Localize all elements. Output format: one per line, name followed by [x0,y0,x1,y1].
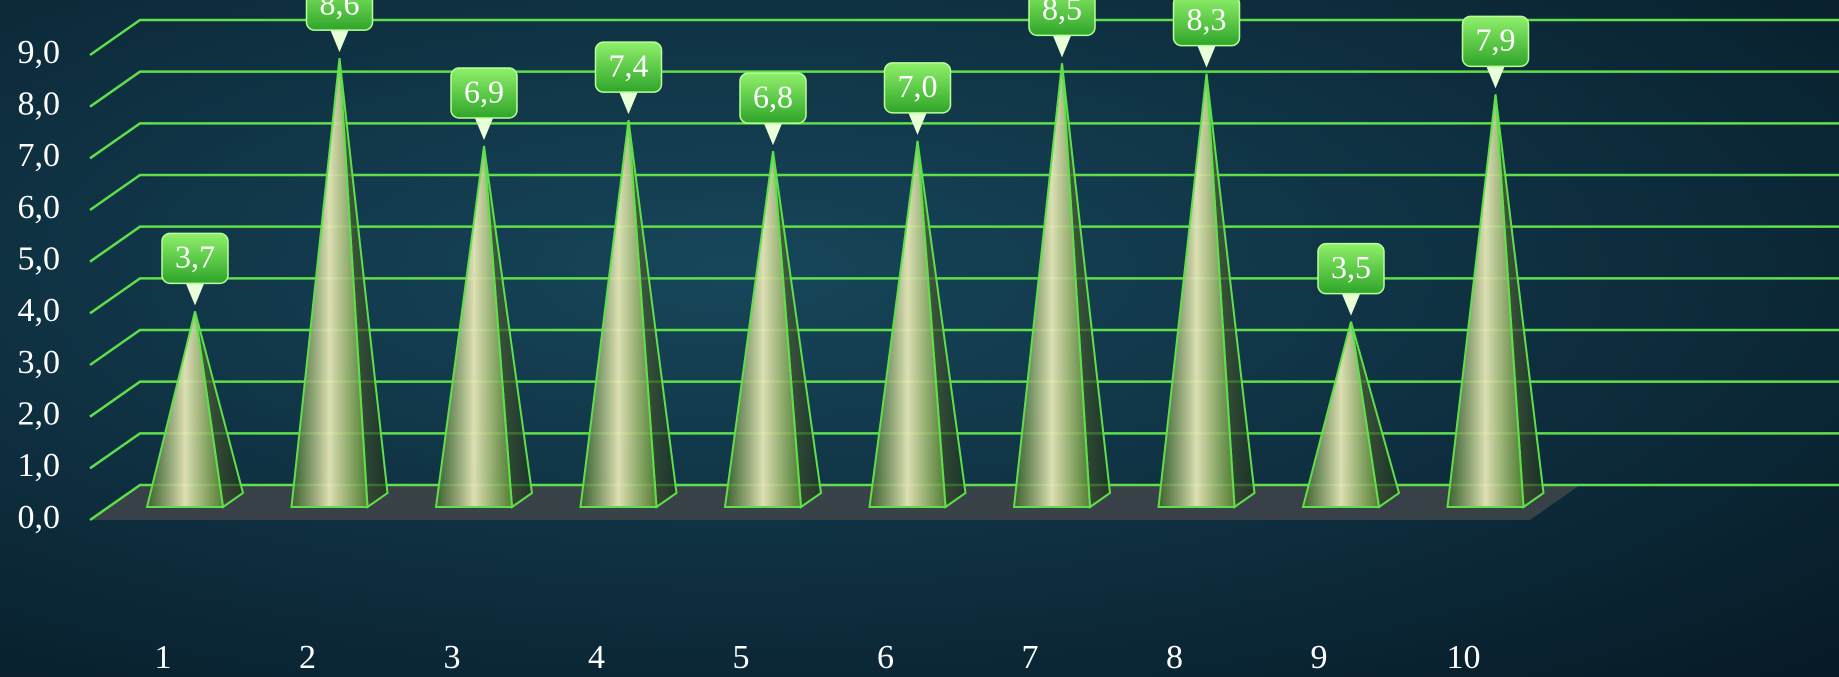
y-tick-label: 8,0 [18,85,61,122]
x-tick-label: 4 [588,639,605,676]
y-tick-label: 7,0 [18,137,61,174]
y-tick-label: 5,0 [18,240,61,277]
value-label: 7,4 [609,48,649,84]
value-label: 3,7 [175,239,215,275]
x-tick-label: 1 [155,639,172,676]
x-tick-label: 8 [1166,639,1183,676]
y-tick-label: 6,0 [18,189,61,226]
value-label: 7,0 [898,68,938,104]
x-tick-label: 10 [1447,639,1481,676]
value-label: 8,6 [320,0,360,22]
x-tick-label: 9 [1311,639,1328,676]
value-label: 7,9 [1476,22,1516,58]
x-tick-label: 3 [444,639,461,676]
value-label: 6,8 [753,79,793,115]
y-tick-label: 1,0 [18,447,61,484]
value-label: 8,5 [1042,0,1082,27]
chart: 0,0 1,0 2,0 3,0 4,0 5,0 6,0 7,0 8,0 9,0 1 3,7 2 8,6 3 6… [0,0,1839,677]
x-tick-label: 7 [1022,639,1039,676]
x-tick-label: 6 [877,639,894,676]
value-label: 6,9 [464,73,504,109]
y-tick-label: 9,0 [18,34,61,71]
value-label: 8,3 [1187,1,1227,37]
y-tick-label: 3,0 [18,344,61,381]
value-label: 3,5 [1331,249,1371,285]
x-tick-label: 2 [299,639,316,676]
y-tick-label: 4,0 [18,292,61,329]
y-tick-label: 0,0 [18,499,61,536]
y-tick-label: 2,0 [18,395,61,432]
x-tick-label: 5 [733,639,750,676]
